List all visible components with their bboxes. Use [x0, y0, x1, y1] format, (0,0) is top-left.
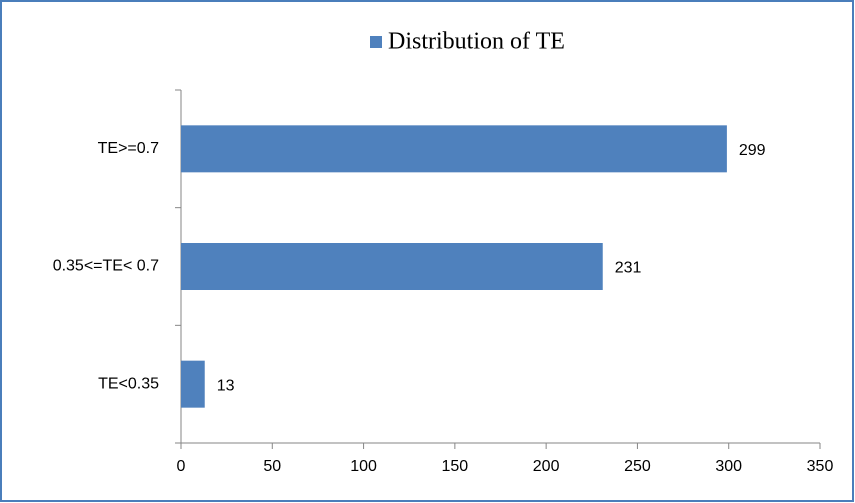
y-tick-label: TE<0.35	[98, 375, 159, 392]
legend-swatch	[370, 36, 382, 48]
data-label: 13	[217, 377, 235, 394]
data-label: 231	[615, 260, 642, 277]
bar	[181, 125, 727, 173]
y-tick-label: 0.35<=TE< 0.7	[53, 258, 159, 275]
x-tick-label: 350	[807, 458, 834, 475]
x-tick-label: 200	[533, 458, 560, 475]
x-tick-label: 300	[715, 458, 742, 475]
x-tick-label: 250	[624, 458, 651, 475]
x-tick-label: 150	[442, 458, 469, 475]
x-tick-label: 0	[177, 458, 186, 475]
y-tick-label: TE>=0.7	[98, 140, 159, 157]
data-label: 299	[739, 142, 766, 159]
bar	[181, 243, 603, 290]
x-tick-label: 50	[263, 458, 281, 475]
bar	[181, 360, 205, 408]
legend-label: Distribution of TE	[388, 29, 565, 55]
x-tick-label: 100	[350, 458, 377, 475]
